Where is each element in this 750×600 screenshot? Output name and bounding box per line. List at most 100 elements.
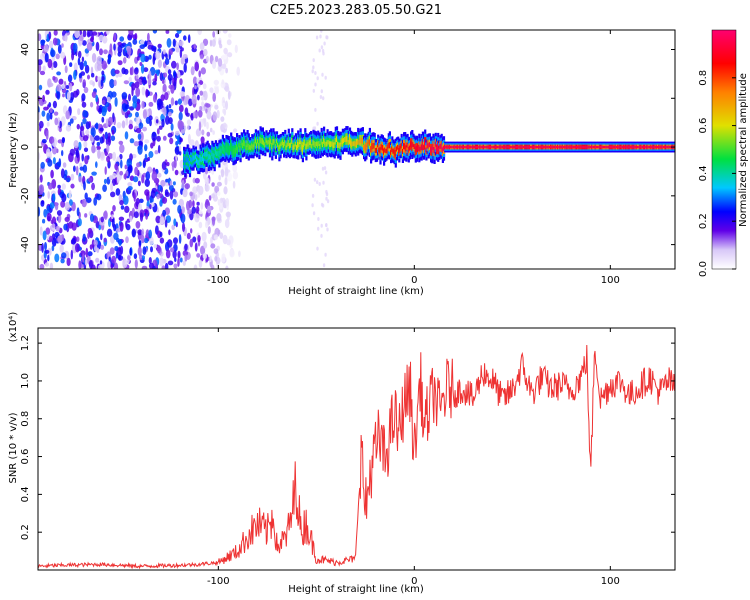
noise-blob: [221, 253, 226, 263]
track-cell: [427, 143, 430, 149]
noise-blob: [149, 204, 152, 210]
track-cell: [204, 152, 207, 157]
noise-blob: [320, 233, 323, 238]
noise-blob: [118, 254, 121, 261]
noise-blob: [165, 115, 170, 125]
track-cell: [668, 145, 671, 149]
noise-blob: [103, 237, 107, 243]
track-cell: [621, 145, 624, 149]
noise-blob: [222, 108, 226, 114]
noise-blob: [77, 108, 81, 116]
track-cell: [243, 140, 246, 147]
noise-blob: [121, 92, 128, 100]
noise-blob: [53, 30, 58, 36]
noise-blob: [75, 165, 79, 176]
track-cell: [318, 141, 321, 146]
noise-blob: [81, 101, 87, 108]
noise-blob: [118, 194, 123, 202]
noise-blob: [57, 235, 63, 244]
noise-blob: [229, 249, 235, 258]
track-cell: [321, 141, 324, 148]
noise-blob: [179, 257, 183, 263]
noise-blob: [75, 236, 80, 242]
track-cell: [646, 145, 649, 149]
noise-blob: [178, 145, 182, 152]
track-cell: [566, 145, 569, 149]
track-cell: [497, 145, 500, 149]
noise-blob: [78, 260, 82, 269]
noise-blob: [144, 144, 148, 152]
noise-blob: [225, 67, 229, 74]
noise-blob: [152, 81, 157, 86]
track-cell: [439, 143, 442, 149]
noise-blob: [210, 264, 215, 269]
track-cell: [513, 145, 516, 149]
noise-blob: [148, 257, 152, 264]
noise-blob: [57, 44, 62, 54]
noise-blob: [159, 237, 165, 244]
noise-blob: [88, 260, 93, 269]
noise-blob: [110, 263, 114, 269]
track-cell: [547, 145, 550, 149]
noise-blob: [119, 170, 124, 176]
noise-blob: [203, 241, 208, 249]
noise-blob: [212, 92, 216, 102]
track-cell: [183, 156, 186, 163]
noise-blob: [201, 129, 205, 136]
track-cell: [647, 145, 650, 149]
track-cell: [248, 145, 252, 150]
noise-blob: [193, 264, 198, 269]
noise-blob: [211, 182, 215, 187]
snr-xtick-label: 100: [601, 576, 620, 587]
track-cell: [546, 145, 549, 149]
noise-blob: [149, 236, 154, 246]
track-cell: [386, 146, 389, 152]
noise-blob: [192, 76, 198, 85]
track-cell: [203, 158, 206, 164]
noise-blob: [143, 79, 148, 85]
track-cell: [606, 145, 609, 149]
noise-blob: [111, 214, 114, 220]
noise-blob: [196, 205, 200, 215]
noise-blob: [164, 191, 170, 197]
track-cell: [298, 142, 301, 147]
noise-blob: [233, 128, 238, 133]
noise-blob: [40, 39, 45, 46]
noise-blob: [177, 257, 180, 267]
noise-blob: [174, 257, 177, 262]
noise-blob: [83, 140, 88, 148]
track-cell: [399, 146, 402, 151]
noise-blob: [70, 173, 75, 181]
noise-blob: [118, 239, 122, 247]
track-cell: [184, 160, 187, 167]
noise-blob: [162, 209, 167, 217]
noise-blob: [126, 110, 131, 115]
noise-blob: [54, 117, 59, 126]
noise-blob: [324, 252, 327, 257]
track-cell: [662, 145, 665, 149]
track-cell: [230, 142, 233, 149]
track-cell: [640, 145, 643, 149]
noise-blob: [47, 58, 53, 69]
track-cell: [217, 151, 220, 156]
noise-blob: [169, 137, 174, 145]
noise-blob: [168, 111, 172, 117]
noise-blob: [111, 255, 117, 264]
noise-blob: [157, 102, 161, 111]
noise-blob: [79, 125, 85, 131]
track-cell: [361, 138, 364, 145]
noise-blob: [91, 91, 97, 98]
noise-blob: [173, 237, 178, 245]
track-cell: [582, 145, 586, 149]
noise-blob: [127, 47, 132, 56]
noise-blob: [101, 116, 105, 123]
noise-blob: [85, 129, 90, 135]
track-cell: [355, 141, 359, 146]
noise-blob: [165, 30, 170, 34]
track-cell: [327, 140, 330, 145]
noise-blob: [77, 50, 82, 59]
track-cell: [659, 145, 662, 149]
noise-blob: [89, 134, 93, 142]
noise-blob: [50, 49, 56, 58]
track-cell: [422, 144, 426, 151]
